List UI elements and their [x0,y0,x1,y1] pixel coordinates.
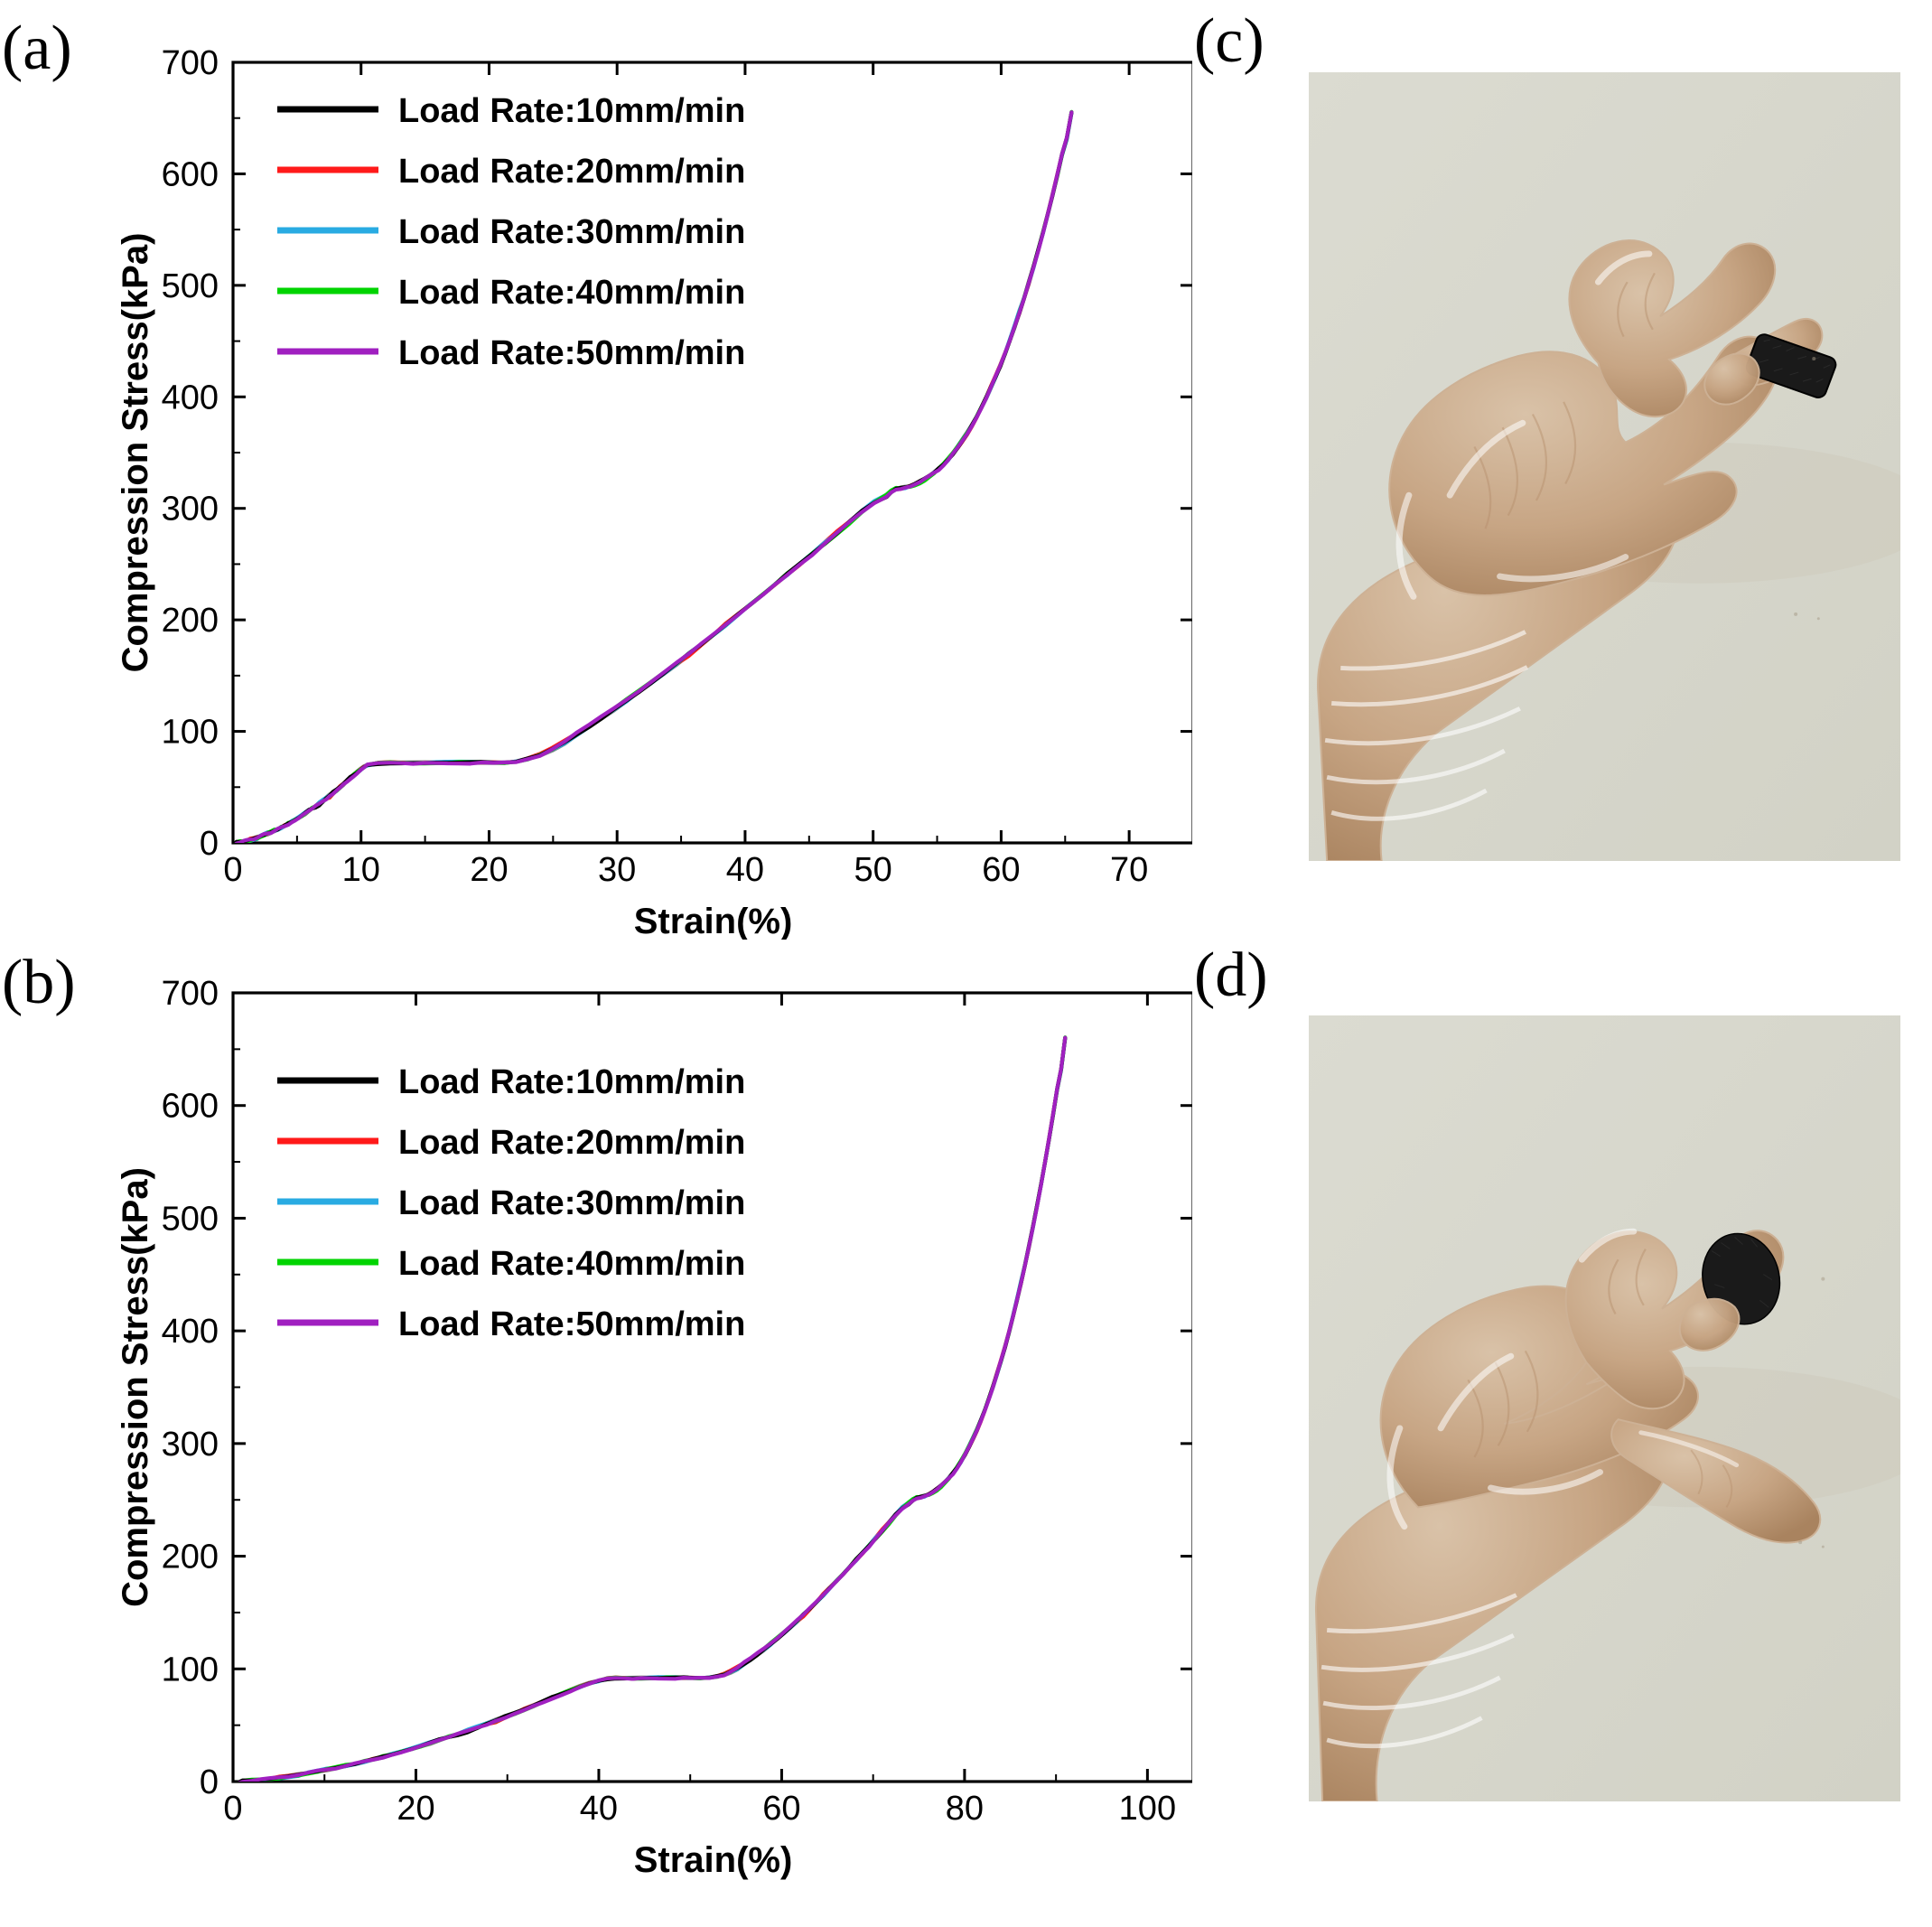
svg-text:40: 40 [726,851,764,889]
svg-text:Load Rate:50mm/min: Load Rate:50mm/min [398,334,745,372]
svg-text:Strain(%): Strain(%) [634,1840,793,1880]
svg-text:0: 0 [200,1763,219,1801]
svg-text:400: 400 [162,379,219,416]
svg-text:Load Rate:30mm/min: Load Rate:30mm/min [398,1184,745,1222]
svg-text:20: 20 [470,851,508,889]
svg-text:500: 500 [162,267,219,305]
svg-text:300: 300 [162,491,219,529]
svg-text:200: 200 [162,602,219,640]
svg-text:300: 300 [162,1426,219,1464]
svg-text:Load Rate:20mm/min: Load Rate:20mm/min [398,153,745,191]
svg-text:60: 60 [762,1790,800,1828]
svg-text:0: 0 [223,851,242,889]
svg-text:Load Rate:30mm/min: Load Rate:30mm/min [398,213,745,251]
svg-text:0: 0 [223,1790,242,1828]
svg-text:500: 500 [162,1200,219,1238]
svg-text:600: 600 [162,155,219,193]
svg-text:700: 700 [162,975,219,1013]
svg-text:Load Rate:10mm/min: Load Rate:10mm/min [398,1063,745,1101]
svg-text:Compression Stress(kPa): Compression Stress(kPa) [116,1167,155,1607]
svg-text:700: 700 [162,44,219,82]
svg-text:60: 60 [982,851,1020,889]
svg-text:40: 40 [580,1790,618,1828]
svg-text:100: 100 [1119,1790,1176,1828]
svg-text:Compression Stress(kPa): Compression Stress(kPa) [116,233,155,673]
svg-text:70: 70 [1110,851,1148,889]
svg-text:100: 100 [162,714,219,752]
svg-text:80: 80 [946,1790,984,1828]
svg-text:Load Rate:50mm/min: Load Rate:50mm/min [398,1305,745,1343]
svg-text:0: 0 [200,825,219,863]
svg-text:10: 10 [342,851,380,889]
svg-text:200: 200 [162,1539,219,1576]
svg-text:Strain(%): Strain(%) [634,902,793,940]
svg-text:20: 20 [397,1790,434,1828]
svg-text:30: 30 [598,851,636,889]
svg-text:Load Rate:20mm/min: Load Rate:20mm/min [398,1124,745,1162]
svg-text:Load Rate:40mm/min: Load Rate:40mm/min [398,1245,745,1283]
svg-text:600: 600 [162,1088,219,1126]
svg-text:50: 50 [854,851,892,889]
svg-text:Load Rate:40mm/min: Load Rate:40mm/min [398,274,745,312]
svg-text:100: 100 [162,1651,219,1688]
svg-text:Load Rate:10mm/min: Load Rate:10mm/min [398,92,745,130]
svg-text:400: 400 [162,1313,219,1351]
